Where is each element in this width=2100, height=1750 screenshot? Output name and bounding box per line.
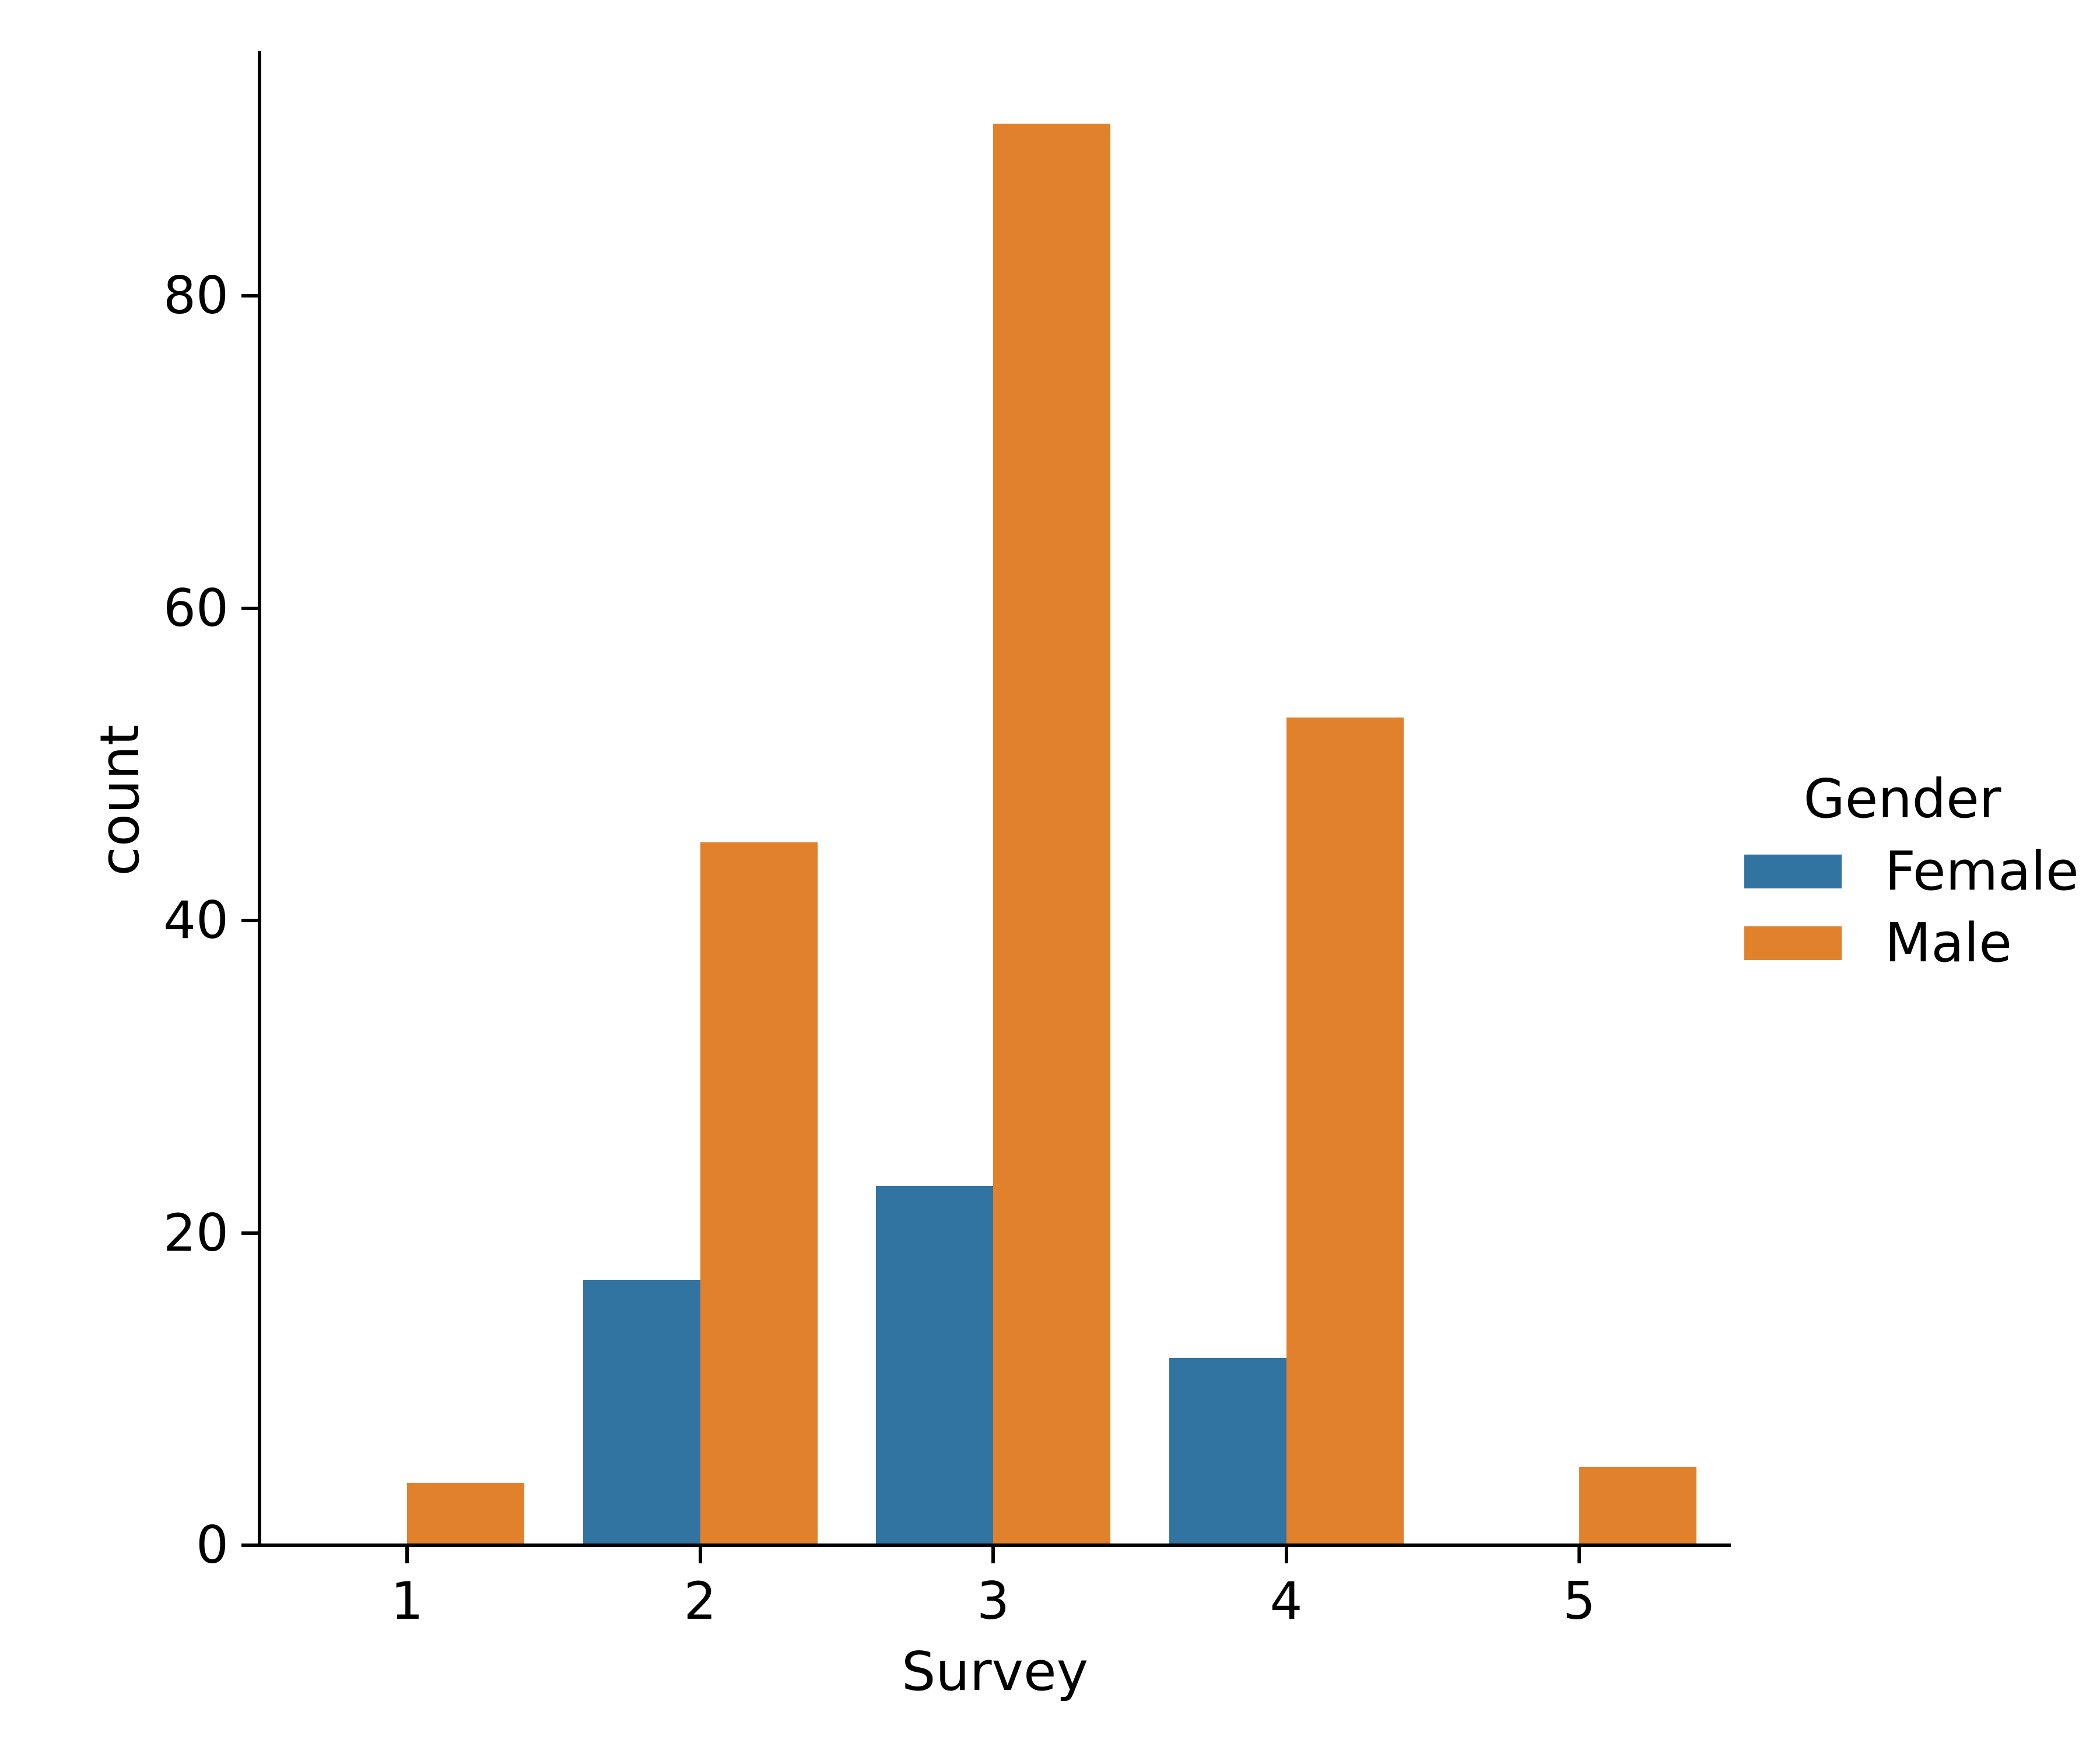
y-tick-0: [241, 1544, 258, 1547]
bar-survey4-male: [1286, 717, 1404, 1545]
y-tick-40: [241, 919, 258, 922]
x-tick-1: [405, 1547, 409, 1563]
y-tick-60: [241, 606, 258, 610]
bar-survey1-male: [407, 1482, 524, 1545]
bar-survey3-male: [993, 124, 1110, 1545]
y-tick-label-0: 0: [196, 1515, 229, 1575]
bar-survey4-female: [1169, 1357, 1286, 1545]
x-tick-5: [1577, 1547, 1581, 1563]
x-tick-2: [698, 1547, 702, 1563]
bar-survey3-female: [876, 1186, 993, 1545]
y-tick-label-20: 20: [163, 1202, 229, 1263]
x-tick-3: [991, 1547, 995, 1563]
bar-survey2-female: [583, 1279, 700, 1545]
x-tick-label-1: 1: [391, 1571, 423, 1631]
y-tick-80: [241, 294, 258, 298]
y-tick-label-80: 80: [163, 265, 229, 326]
x-tick-label-5: 5: [1563, 1571, 1596, 1631]
x-tick-label-4: 4: [1270, 1571, 1303, 1631]
x-tick-4: [1284, 1547, 1288, 1563]
bar-survey5-male: [1579, 1467, 1696, 1545]
y-tick-label-60: 60: [163, 578, 229, 638]
y-axis-label: count: [89, 724, 151, 876]
bar-survey2-male: [700, 842, 818, 1545]
x-tick-label-3: 3: [977, 1571, 1009, 1631]
x-tick-label-2: 2: [683, 1571, 717, 1631]
y-tick-label-40: 40: [163, 890, 229, 950]
y-tick-20: [241, 1231, 258, 1235]
x-axis-label: Survey: [901, 1640, 1089, 1703]
x-axis-spine: [258, 1544, 1731, 1547]
y-axis-spine: [258, 51, 261, 1547]
